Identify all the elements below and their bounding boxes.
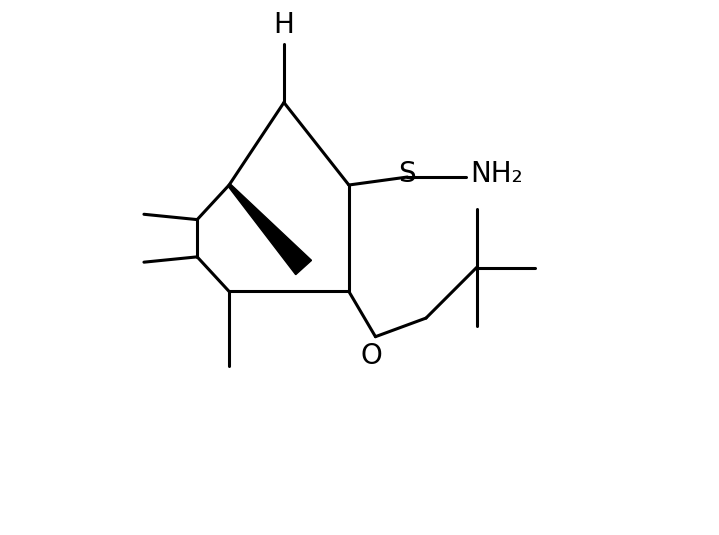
Text: NH₂: NH₂ [470, 160, 523, 188]
Polygon shape [228, 184, 311, 274]
Text: O: O [360, 342, 382, 370]
Text: H: H [273, 11, 294, 39]
Text: S: S [398, 160, 416, 188]
